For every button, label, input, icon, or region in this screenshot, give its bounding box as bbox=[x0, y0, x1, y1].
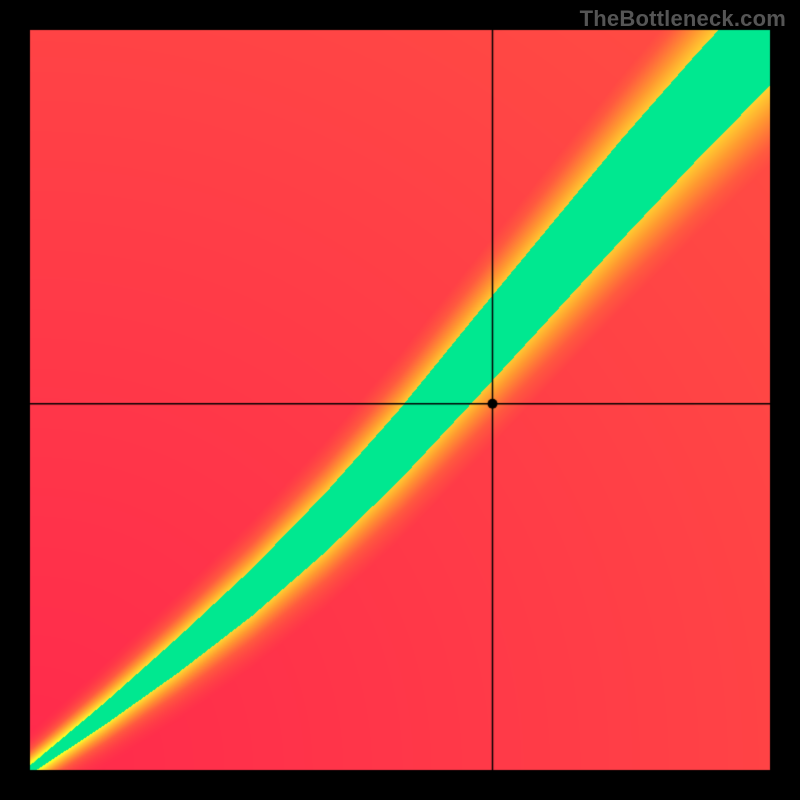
bottleneck-heatmap-canvas bbox=[0, 0, 800, 800]
watermark-text: TheBottleneck.com bbox=[580, 6, 786, 32]
chart-container: TheBottleneck.com bbox=[0, 0, 800, 800]
